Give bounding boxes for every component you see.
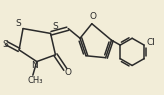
Text: Cl: Cl xyxy=(146,38,155,47)
Text: N: N xyxy=(31,61,38,70)
Text: S: S xyxy=(2,40,8,49)
Text: S: S xyxy=(53,22,58,31)
Text: O: O xyxy=(89,12,96,21)
Text: CH₃: CH₃ xyxy=(27,76,43,85)
Text: S: S xyxy=(15,19,21,28)
Text: O: O xyxy=(65,68,72,77)
